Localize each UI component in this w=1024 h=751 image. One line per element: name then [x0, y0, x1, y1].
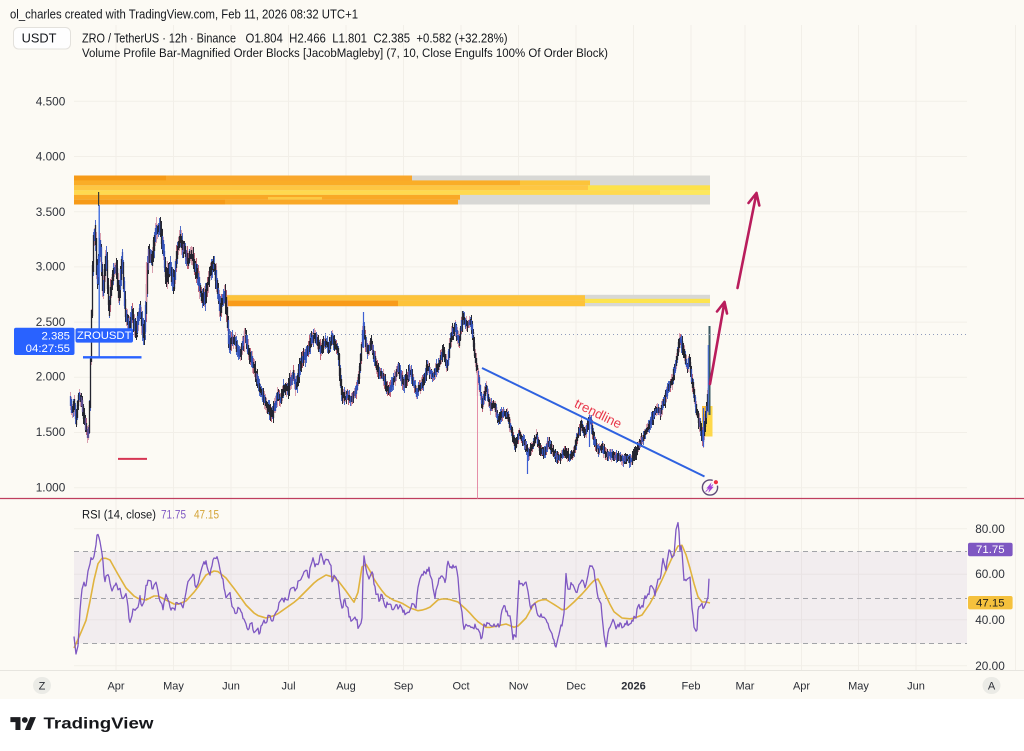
svg-text:A: A [988, 680, 996, 692]
svg-text:4.500: 4.500 [36, 95, 66, 109]
svg-text:Apr: Apr [107, 680, 124, 692]
svg-text:Dec: Dec [566, 680, 586, 692]
svg-text:2026: 2026 [621, 680, 645, 692]
svg-text:2.385: 2.385 [41, 330, 70, 342]
svg-text:4.000: 4.000 [36, 149, 66, 163]
svg-text:1.000: 1.000 [36, 480, 66, 494]
svg-text:Z: Z [39, 680, 46, 692]
svg-text:TradingView: TradingView [44, 716, 155, 733]
svg-text:Apr: Apr [793, 680, 810, 692]
svg-text:Sep: Sep [394, 680, 414, 692]
svg-text:Volume Profile Bar-Magnified O: Volume Profile Bar-Magnified Order Block… [82, 46, 608, 60]
svg-text:1.500: 1.500 [36, 425, 66, 439]
svg-text:80.00: 80.00 [975, 522, 1005, 536]
svg-text:20.00: 20.00 [975, 659, 1005, 673]
svg-text:71.75: 71.75 [161, 507, 186, 521]
svg-text:3.500: 3.500 [36, 205, 66, 219]
svg-text:Jun: Jun [907, 680, 925, 692]
svg-text:O1.804 H2.466 L1.801 C2.385: O1.804 H2.466 L1.801 C2.385 +0.582 (+32.… [246, 30, 508, 45]
svg-text:ol_charles created with Tradin: ol_charles created with TradingView.com,… [10, 8, 358, 22]
svg-text:71.75: 71.75 [976, 544, 1005, 556]
svg-text:ZRO / TetherUS · 12h · Binance: ZRO / TetherUS · 12h · Binance [82, 30, 236, 45]
svg-text:RSI (14, close): RSI (14, close) [82, 507, 156, 521]
svg-text:ZROUSDT: ZROUSDT [77, 330, 132, 342]
svg-text:3.000: 3.000 [36, 260, 66, 274]
svg-text:Jul: Jul [281, 680, 295, 692]
svg-text:2.500: 2.500 [36, 315, 66, 329]
svg-text:Nov: Nov [509, 680, 529, 692]
svg-text:47.15: 47.15 [194, 507, 219, 521]
svg-text:Feb: Feb [682, 680, 701, 692]
svg-text:USDT: USDT [22, 30, 57, 45]
svg-text:04:27:55: 04:27:55 [26, 343, 70, 355]
svg-text:40.00: 40.00 [975, 613, 1005, 627]
svg-text:2.000: 2.000 [36, 370, 66, 384]
svg-text:May: May [163, 680, 184, 692]
svg-text:60.00: 60.00 [975, 567, 1005, 581]
svg-text:May: May [848, 680, 869, 692]
svg-text:Oct: Oct [452, 680, 469, 692]
svg-text:Mar: Mar [736, 680, 755, 692]
svg-text:47.15: 47.15 [976, 597, 1005, 609]
svg-text:Jun: Jun [222, 680, 240, 692]
svg-text:Aug: Aug [336, 680, 356, 692]
